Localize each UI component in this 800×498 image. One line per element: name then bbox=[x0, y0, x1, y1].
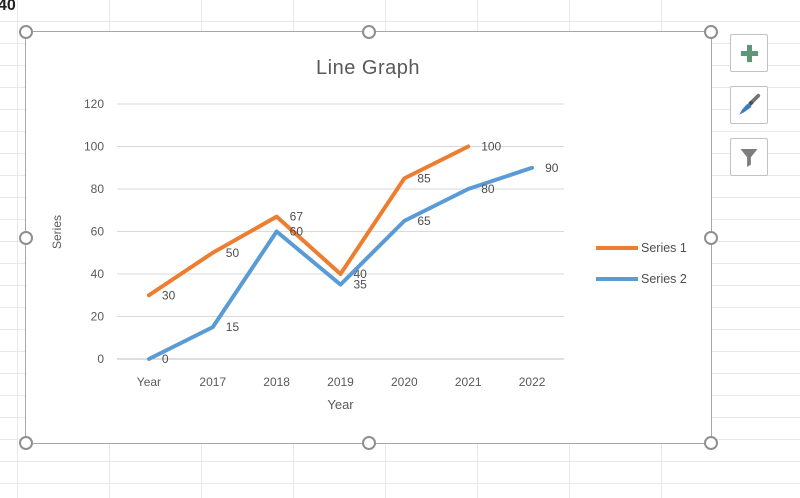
chart[interactable]: 0 20 40 60 80 100 120 Year 2017 2018 2019 2020 2021 2… bbox=[19, 25, 718, 450]
selection-handle-e[interactable] bbox=[704, 230, 718, 245]
y-tick-label: 80 bbox=[91, 182, 105, 196]
chart-elements-button[interactable] bbox=[730, 34, 768, 72]
legend-label[interactable]: Series 1 bbox=[641, 241, 687, 255]
data-label: 30 bbox=[162, 288, 176, 302]
y-tick-label: 100 bbox=[84, 140, 104, 154]
data-label: 60 bbox=[290, 225, 304, 239]
y-tick-label: 120 bbox=[84, 97, 104, 111]
y-axis-title[interactable]: Series bbox=[50, 215, 64, 249]
data-label: 100 bbox=[481, 140, 501, 154]
paintbrush-icon bbox=[739, 93, 761, 115]
legend-label[interactable]: Series 2 bbox=[641, 272, 687, 286]
selection-handle-n[interactable] bbox=[361, 25, 376, 39]
x-tick-label: 2017 bbox=[199, 375, 226, 389]
x-tick-label: 2021 bbox=[455, 375, 482, 389]
data-label: 90 bbox=[545, 161, 559, 175]
selection-handle-s[interactable] bbox=[361, 436, 376, 450]
cell-value: 40 bbox=[0, 0, 16, 14]
line-chart-canvas: 0 20 40 60 80 100 120 Year 2017 2018 2019 2020 2021 2… bbox=[50, 57, 687, 412]
data-label: 65 bbox=[417, 214, 431, 228]
plus-icon bbox=[740, 44, 758, 62]
chart-filters-button[interactable] bbox=[730, 138, 768, 176]
x-tick-label: Year bbox=[137, 375, 161, 389]
data-label: 50 bbox=[226, 246, 240, 260]
x-tick-label: 2020 bbox=[391, 375, 418, 389]
y-tick-label: 60 bbox=[91, 225, 105, 239]
data-label: 67 bbox=[290, 210, 304, 224]
data-label: 15 bbox=[226, 320, 240, 334]
x-tick-label: 2022 bbox=[519, 375, 546, 389]
data-label: 85 bbox=[417, 171, 431, 185]
funnel-icon bbox=[740, 149, 758, 167]
y-tick-label: 0 bbox=[97, 352, 104, 366]
selection-handle-se[interactable] bbox=[704, 436, 718, 450]
y-tick-label: 40 bbox=[91, 267, 105, 281]
series-line-1[interactable] bbox=[146, 144, 471, 298]
x-tick-label: 2019 bbox=[327, 375, 354, 389]
chart-styles-button[interactable] bbox=[730, 86, 768, 124]
x-axis-title[interactable]: Year bbox=[327, 397, 354, 412]
series-line-2[interactable] bbox=[146, 165, 535, 361]
data-label: 80 bbox=[481, 182, 495, 196]
y-tick-label: 20 bbox=[91, 310, 105, 324]
selection-handle-sw[interactable] bbox=[19, 436, 33, 450]
chart-title[interactable]: Line Graph bbox=[316, 57, 420, 79]
data-label: 35 bbox=[354, 278, 368, 292]
data-label: 0 bbox=[162, 352, 169, 366]
x-tick-label: 2018 bbox=[263, 375, 290, 389]
selection-handle-ne[interactable] bbox=[704, 25, 718, 39]
selection-handle-w[interactable] bbox=[19, 230, 33, 245]
selection-handle-nw[interactable] bbox=[19, 25, 33, 39]
